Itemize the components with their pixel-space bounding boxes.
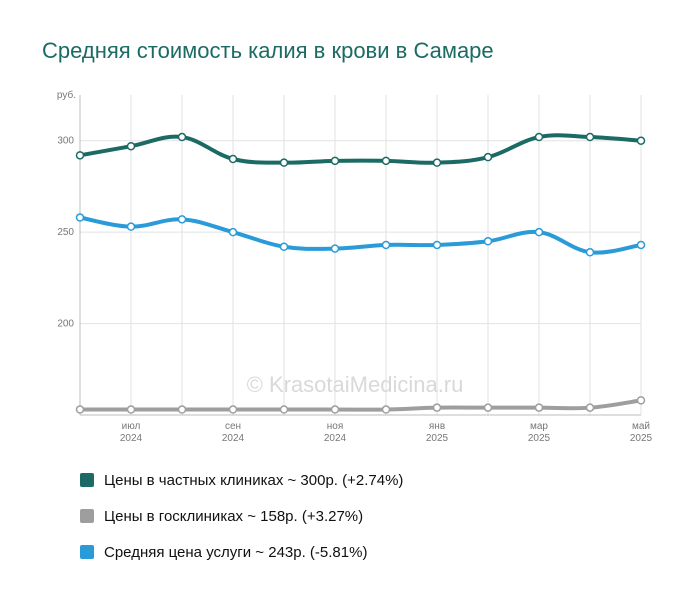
data-point[interactable] bbox=[75, 405, 85, 414]
data-point[interactable] bbox=[177, 215, 187, 224]
data-point[interactable] bbox=[177, 132, 187, 142]
legend-item[interactable]: Цены в частных клиниках ~ 300р. (+2.74%) bbox=[80, 462, 403, 498]
series-line-1 bbox=[78, 398, 643, 412]
data-point[interactable] bbox=[228, 405, 238, 414]
legend-swatch bbox=[80, 509, 94, 523]
data-point[interactable] bbox=[636, 136, 646, 145]
x-tick-month: ноя bbox=[327, 421, 344, 432]
data-point[interactable] bbox=[177, 405, 187, 414]
legend-label: Средняя цена услуги ~ 243р. (-5.81%) bbox=[104, 543, 368, 561]
data-point[interactable] bbox=[330, 405, 340, 414]
legend-swatch bbox=[80, 545, 94, 559]
data-point[interactable] bbox=[330, 244, 340, 253]
x-tick-year: 2025 bbox=[426, 433, 449, 444]
data-point[interactable] bbox=[534, 403, 544, 412]
legend-item[interactable]: Средняя цена услуги ~ 243р. (-5.81%) bbox=[80, 534, 403, 570]
x-tick-year: 2024 bbox=[324, 433, 347, 444]
data-point[interactable] bbox=[483, 403, 493, 412]
legend-label: Цены в частных клиниках ~ 300р. (+2.74%) bbox=[104, 471, 404, 489]
x-tick-year: 2025 bbox=[630, 433, 653, 444]
x-tick-month: июл bbox=[122, 421, 141, 432]
data-point[interactable] bbox=[330, 156, 340, 166]
watermark: © KrasotaiMedicina.ru bbox=[247, 372, 464, 397]
data-point[interactable] bbox=[381, 405, 391, 414]
chart-title: Средняя стоимость калия в крови в Самаре bbox=[42, 38, 494, 63]
axes bbox=[79, 95, 641, 416]
series-line-0 bbox=[78, 133, 643, 165]
data-point[interactable] bbox=[432, 158, 442, 167]
data-point[interactable] bbox=[279, 405, 289, 414]
legend-item[interactable]: Цены в госклиниках ~ 158р. (+3.27%) bbox=[80, 498, 403, 534]
data-point[interactable] bbox=[228, 154, 238, 164]
data-point[interactable] bbox=[585, 403, 595, 412]
y-tick-label: 250 bbox=[57, 227, 74, 238]
data-point[interactable] bbox=[432, 403, 442, 412]
x-tick-year: 2025 bbox=[528, 433, 551, 444]
tick-labels: руб.200250300июл2024сен2024ноя2024янв202… bbox=[57, 89, 653, 444]
grid bbox=[79, 95, 642, 415]
legend: Цены в частных клиниках ~ 300р. (+2.74%)… bbox=[80, 462, 403, 570]
line-chart: © KrasotaiMedicina.ru руб.200250300июл20… bbox=[57, 89, 653, 444]
x-tick-month: сен bbox=[225, 421, 241, 432]
data-point[interactable] bbox=[126, 405, 136, 414]
x-tick-month: янв bbox=[429, 421, 445, 432]
data-point[interactable] bbox=[381, 240, 391, 250]
legend-label: Цены в госклиниках ~ 158р. (+3.27%) bbox=[104, 507, 364, 525]
y-axis-unit-label: руб. bbox=[57, 89, 76, 101]
data-point[interactable] bbox=[126, 222, 136, 231]
data-point[interactable] bbox=[636, 396, 646, 405]
data-point[interactable] bbox=[75, 213, 85, 222]
data-point[interactable] bbox=[126, 141, 136, 151]
data-point[interactable] bbox=[636, 240, 646, 250]
y-tick-label: 300 bbox=[57, 136, 74, 147]
data-point[interactable] bbox=[534, 227, 544, 237]
legend-swatch bbox=[80, 473, 94, 487]
series-line-2 bbox=[78, 215, 643, 255]
data-point[interactable] bbox=[483, 237, 493, 246]
data-point[interactable] bbox=[432, 240, 442, 250]
data-point[interactable] bbox=[279, 242, 289, 252]
x-tick-month: мар bbox=[530, 421, 548, 432]
y-tick-label: 200 bbox=[57, 319, 74, 330]
x-tick-year: 2024 bbox=[222, 433, 245, 444]
data-point[interactable] bbox=[279, 158, 289, 167]
data-point[interactable] bbox=[483, 152, 493, 162]
data-point[interactable] bbox=[381, 156, 391, 166]
data-point[interactable] bbox=[585, 132, 595, 142]
x-tick-year: 2024 bbox=[120, 433, 143, 444]
data-point[interactable] bbox=[228, 227, 238, 237]
series-layer bbox=[75, 132, 646, 414]
x-tick-month: май bbox=[632, 421, 650, 432]
data-point[interactable] bbox=[585, 248, 595, 257]
data-point[interactable] bbox=[75, 151, 85, 160]
data-point[interactable] bbox=[534, 132, 544, 142]
